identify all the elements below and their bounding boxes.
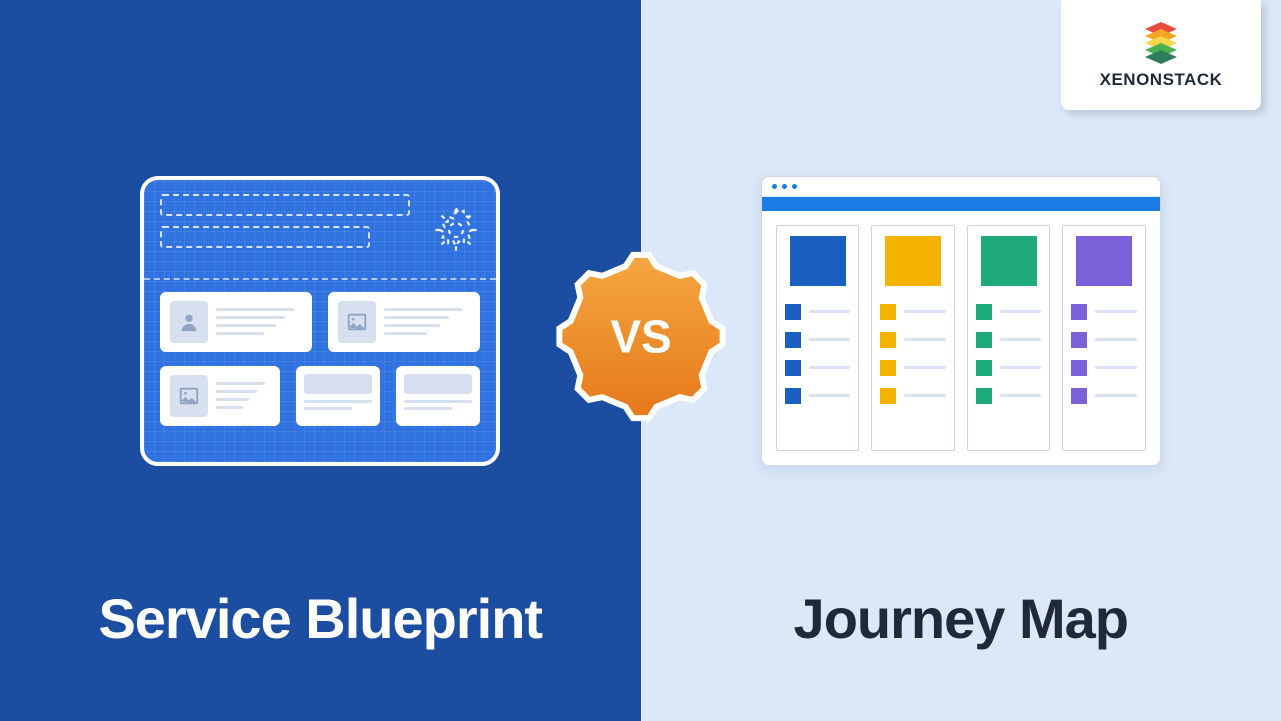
list-item bbox=[880, 388, 946, 404]
image-icon bbox=[338, 301, 376, 343]
item-bar bbox=[904, 366, 946, 369]
column-items bbox=[785, 304, 851, 404]
item-bar bbox=[1095, 366, 1137, 369]
item-bar bbox=[1000, 338, 1042, 341]
list-item bbox=[1071, 304, 1137, 320]
list-item bbox=[880, 304, 946, 320]
right-title: Journey Map bbox=[794, 586, 1128, 651]
text-lines bbox=[216, 382, 270, 409]
item-bar bbox=[904, 338, 946, 341]
window-dot-icon bbox=[782, 184, 787, 189]
journey-column bbox=[871, 225, 955, 451]
journey-columns bbox=[762, 211, 1160, 465]
blueprint-small-card bbox=[396, 366, 480, 426]
bullet-icon bbox=[1071, 332, 1087, 348]
vs-label: VS bbox=[610, 310, 671, 362]
bullet-icon bbox=[785, 360, 801, 376]
window-dot-icon bbox=[772, 184, 777, 189]
item-bar bbox=[1000, 394, 1042, 397]
item-bar bbox=[1095, 394, 1137, 397]
text-lines bbox=[216, 308, 302, 335]
window-colorbar bbox=[762, 197, 1160, 211]
left-title: Service Blueprint bbox=[98, 586, 542, 651]
column-swatch bbox=[790, 236, 846, 286]
bullet-icon bbox=[785, 304, 801, 320]
blueprint-header bbox=[144, 180, 496, 280]
blueprint-search-outline bbox=[160, 226, 370, 248]
image-icon bbox=[170, 375, 208, 417]
list-item bbox=[1071, 388, 1137, 404]
item-bar bbox=[1095, 310, 1137, 313]
list-item bbox=[976, 332, 1042, 348]
stack-icon bbox=[1139, 20, 1183, 64]
comparison-infographic: Service Blueprint Journey Map bbox=[0, 0, 1281, 721]
list-item bbox=[785, 304, 851, 320]
window-titlebar bbox=[762, 177, 1160, 197]
bullet-icon bbox=[1071, 304, 1087, 320]
vs-badge: VS bbox=[551, 246, 731, 431]
bullet-icon bbox=[976, 332, 992, 348]
column-items bbox=[976, 304, 1042, 404]
user-icon bbox=[170, 301, 208, 343]
item-bar bbox=[1095, 338, 1137, 341]
bullet-icon bbox=[880, 332, 896, 348]
item-bar bbox=[904, 310, 946, 313]
column-items bbox=[1071, 304, 1137, 404]
item-bar bbox=[1000, 366, 1042, 369]
bullet-icon bbox=[1071, 360, 1087, 376]
gear-icon bbox=[430, 204, 482, 256]
bullet-icon bbox=[785, 332, 801, 348]
bullet-icon bbox=[976, 388, 992, 404]
bullet-icon bbox=[976, 360, 992, 376]
list-item bbox=[785, 360, 851, 376]
item-bar bbox=[904, 394, 946, 397]
list-item bbox=[1071, 332, 1137, 348]
bullet-icon bbox=[1071, 388, 1087, 404]
list-item bbox=[785, 332, 851, 348]
list-item bbox=[880, 332, 946, 348]
bullet-icon bbox=[880, 388, 896, 404]
item-bar bbox=[809, 338, 851, 341]
blueprint-card bbox=[160, 292, 312, 352]
list-item bbox=[976, 388, 1042, 404]
item-bar bbox=[1000, 310, 1042, 313]
item-bar bbox=[809, 310, 851, 313]
blueprint-body bbox=[144, 280, 496, 438]
list-item bbox=[976, 360, 1042, 376]
left-panel: Service Blueprint bbox=[0, 0, 641, 721]
journey-column bbox=[1062, 225, 1146, 451]
brand-name: XENONSTACK bbox=[1100, 70, 1223, 90]
item-bar bbox=[809, 366, 851, 369]
journey-map-illustration bbox=[761, 176, 1161, 466]
window-dot-icon bbox=[792, 184, 797, 189]
bullet-icon bbox=[976, 304, 992, 320]
blueprint-row bbox=[160, 366, 480, 426]
bullet-icon bbox=[880, 304, 896, 320]
column-swatch bbox=[1076, 236, 1132, 286]
list-item bbox=[1071, 360, 1137, 376]
blueprint-small-card bbox=[296, 366, 380, 426]
column-swatch bbox=[981, 236, 1037, 286]
column-swatch bbox=[885, 236, 941, 286]
blueprint-illustration bbox=[140, 176, 500, 466]
list-item bbox=[880, 360, 946, 376]
blueprint-card bbox=[160, 366, 280, 426]
blueprint-search-outline bbox=[160, 194, 410, 216]
item-bar bbox=[809, 394, 851, 397]
bullet-icon bbox=[880, 360, 896, 376]
brand-logo-card: XENONSTACK bbox=[1061, 0, 1261, 110]
blueprint-row bbox=[160, 292, 480, 352]
column-items bbox=[880, 304, 946, 404]
right-panel: Journey Map XENONSTACK bbox=[641, 0, 1281, 721]
journey-column bbox=[967, 225, 1051, 451]
blueprint-card bbox=[328, 292, 480, 352]
journey-column bbox=[776, 225, 860, 451]
list-item bbox=[785, 388, 851, 404]
list-item bbox=[976, 304, 1042, 320]
bullet-icon bbox=[785, 388, 801, 404]
text-lines bbox=[384, 308, 470, 335]
